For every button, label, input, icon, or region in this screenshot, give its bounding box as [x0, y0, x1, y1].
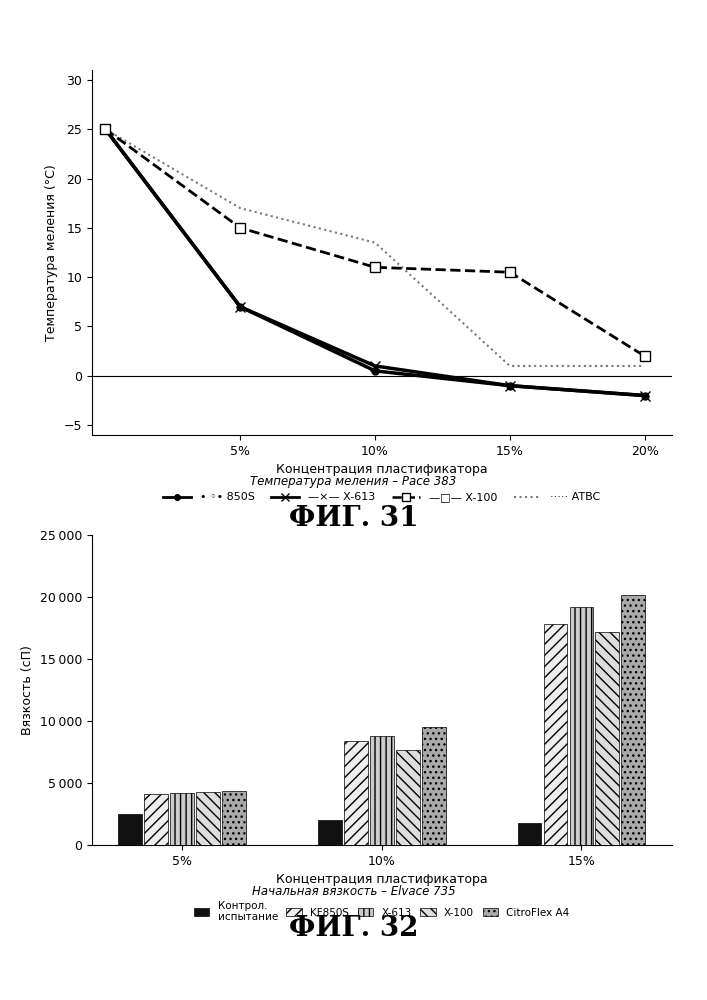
Text: ФИГ. 32: ФИГ. 32 [288, 915, 419, 942]
Bar [544, 624, 568, 845]
Bar [518, 823, 542, 845]
Text: ФИГ. 31: ФИГ. 31 [288, 505, 419, 532]
Bar [396, 750, 420, 845]
Legend: • ◦• 850S, —×— X-613, —□— X-100, ····· ATBC: • ◦• 850S, —×— X-613, —□— X-100, ····· A… [158, 488, 605, 507]
Y-axis label: Вязкость (сП): Вязкость (сП) [21, 645, 34, 735]
Text: Температура меления – Pace 383: Температура меления – Pace 383 [250, 475, 457, 488]
Bar [344, 741, 368, 845]
Y-axis label: Температура меления (°C): Температура меления (°C) [45, 164, 58, 341]
Bar [196, 792, 220, 845]
Bar [422, 727, 445, 845]
Bar [144, 794, 168, 845]
Bar [370, 736, 394, 845]
Bar [318, 820, 341, 845]
Legend: Контрол.
испытание, KF850S, X-613, X-100, CitroFlex A4: Контрол. испытание, KF850S, X-613, X-100… [189, 897, 574, 927]
Bar [595, 632, 619, 845]
X-axis label: Концентрация пластификатора: Концентрация пластификатора [276, 873, 488, 886]
Bar [118, 814, 142, 845]
Bar [570, 607, 593, 845]
Bar [222, 791, 246, 845]
Text: Начальная вязкость – Elvace 735: Начальная вязкость – Elvace 735 [252, 885, 455, 898]
Bar [621, 595, 645, 845]
Bar [170, 793, 194, 845]
X-axis label: Концентрация пластификатора: Концентрация пластификатора [276, 463, 488, 476]
